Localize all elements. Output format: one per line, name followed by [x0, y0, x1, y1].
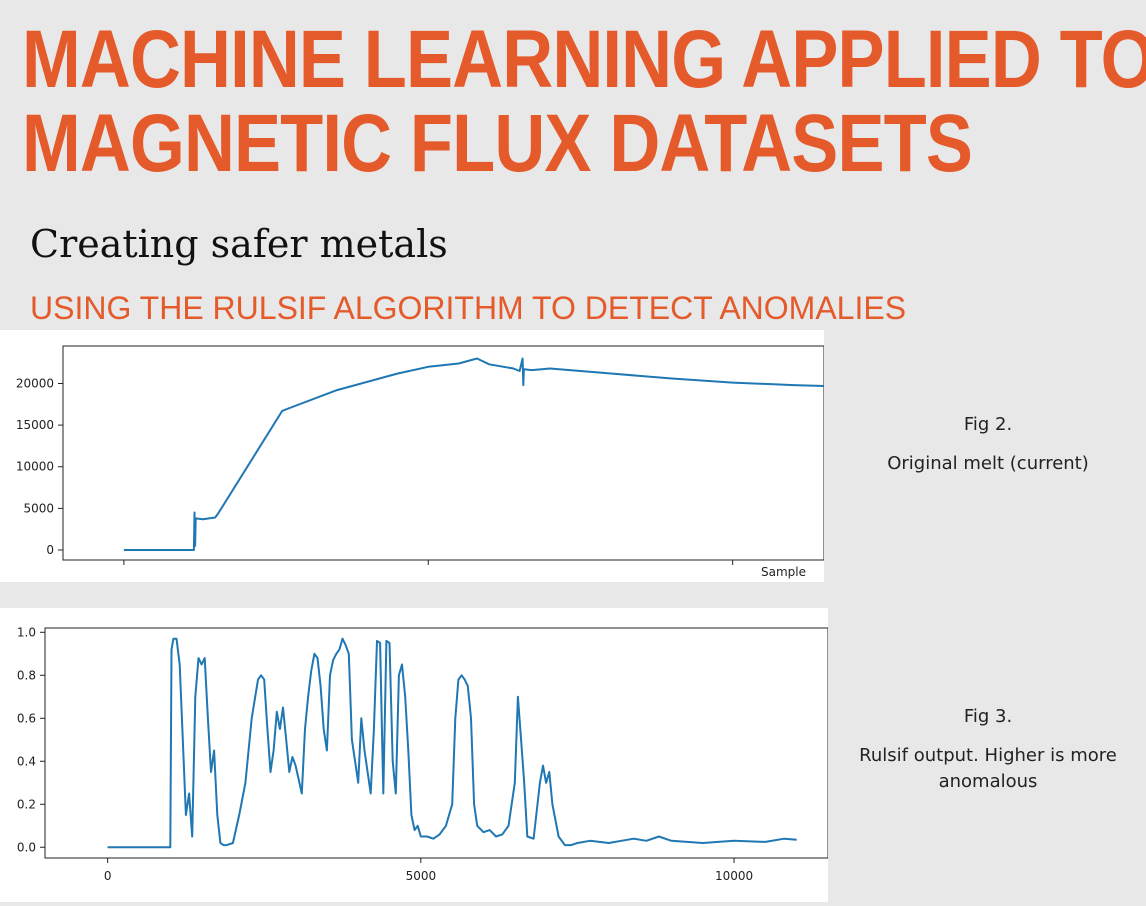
y-tick-label: 0.8 [17, 668, 36, 682]
section-heading: USING THE RULSIF ALGORITHM TO DETECT ANO… [30, 290, 907, 326]
rulsif-output-chart: 0.0 0.2 0.4 0.6 0.8 1.0 0 5000 10000 [17, 625, 829, 883]
figure-3-label: Fig 3. [963, 706, 1013, 727]
plot-frame [44, 627, 829, 859]
series-line-0 [107, 637, 797, 849]
y-tick-label: 0.0 [17, 840, 36, 854]
y-tick-label: 20000 [16, 376, 54, 390]
figure-2-panel: 0 5000 10000 15000 20000 Sample [0, 330, 825, 582]
melt-current-chart: 0 5000 10000 15000 20000 Sample [16, 345, 825, 579]
figure-2-description: Original melt (current) [887, 453, 1089, 474]
figure-3-caption: Fig 3. Rulsif output. Higher is more ano… [830, 706, 1146, 795]
x-tick-label: 10000 [715, 869, 753, 883]
figure-3-description: Rulsif output. Higher is more anomalous [859, 745, 1117, 792]
y-tick-label: 15000 [16, 418, 54, 432]
title-line-2: MAGNETIC FLUX DATASETS [22, 98, 973, 189]
y-tick-label: 0.4 [17, 754, 36, 768]
figure-2-label: Fig 2. [963, 414, 1013, 435]
plot-frame [62, 345, 825, 561]
y-tick-label: 0 [46, 543, 54, 557]
page-title: MACHINE LEARNING APPLIED TO MAGNETIC FLU… [22, 14, 1146, 189]
y-tick-label: 5000 [23, 501, 54, 515]
y-tick-label: 0.2 [17, 797, 36, 811]
figure-3-panel: 0.0 0.2 0.4 0.6 0.8 1.0 0 5000 10000 [0, 608, 829, 902]
y-tick-label: 1.0 [17, 625, 36, 639]
x-tick-label: 0 [104, 869, 112, 883]
x-tick-label: 5000 [406, 869, 437, 883]
y-tick-label: 0.6 [17, 711, 36, 725]
y-tick-label: 10000 [16, 460, 54, 474]
series-line-0 [123, 357, 824, 551]
x-axis-label: Sample [761, 565, 806, 579]
title-line-1: MACHINE LEARNING APPLIED TO [22, 14, 1146, 105]
figure-2-caption: Fig 2. Original melt (current) [830, 414, 1146, 477]
subtitle: Creating safer metals [30, 222, 448, 266]
